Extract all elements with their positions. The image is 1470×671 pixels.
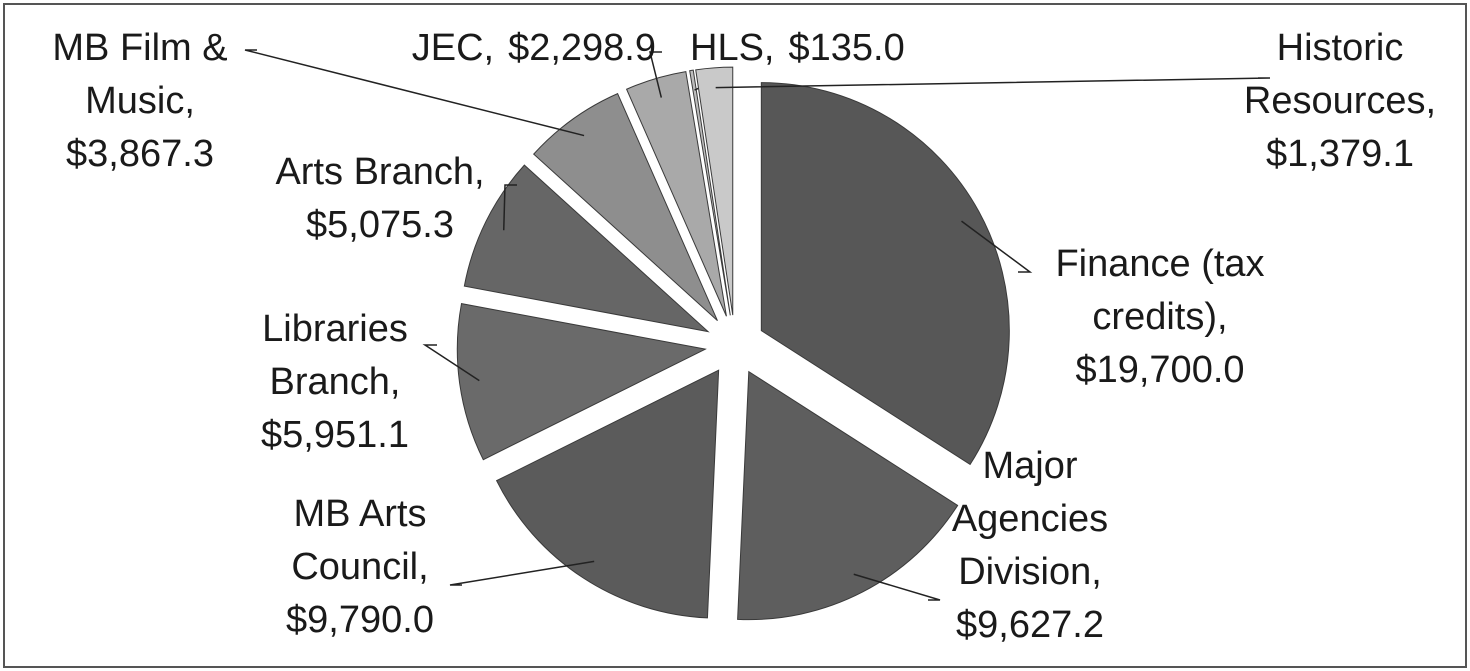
value-label: $5,075.3 bbox=[306, 204, 454, 246]
pie-slice bbox=[760, 82, 1010, 466]
leader-line bbox=[502, 184, 517, 231]
pie-slice bbox=[495, 369, 720, 619]
leader-line bbox=[244, 49, 585, 137]
pie-slice bbox=[689, 69, 731, 316]
slice-label: Historic Resources, $1,379.1 bbox=[1220, 22, 1460, 181]
slice-label: Arts Branch, $5,075.3 bbox=[250, 146, 510, 252]
value-label: $3,867.3 bbox=[66, 133, 214, 175]
category-label: JEC, bbox=[411, 27, 495, 69]
category-label: Major Agencies Division, bbox=[951, 445, 1109, 593]
slice-label: MB Arts Council, $9,790.0 bbox=[260, 488, 460, 647]
category-label: Arts Branch, bbox=[275, 151, 485, 193]
value-label: $5,951.1 bbox=[261, 414, 409, 456]
category-label: Historic Resources, bbox=[1243, 27, 1437, 122]
leader-line bbox=[961, 220, 1033, 273]
leader-line bbox=[853, 573, 941, 601]
pie-slice bbox=[532, 92, 718, 322]
value-label: $9,790.0 bbox=[286, 599, 434, 641]
value-label: $1,379.1 bbox=[1266, 133, 1414, 175]
slice-label: JEC, $2,298.9 bbox=[340, 22, 670, 75]
value-label: $9,627.2 bbox=[956, 604, 1104, 646]
slice-label: Libraries Branch, $5,951.1 bbox=[235, 303, 435, 462]
slice-label: MB Film & Music, $3,867.3 bbox=[25, 22, 255, 181]
category-label: Finance (tax credits), bbox=[1055, 243, 1265, 338]
leader-line bbox=[649, 51, 663, 98]
pie-slice bbox=[625, 71, 727, 317]
slice-label: HLS, $135.0 bbox=[690, 22, 1020, 75]
chart-border bbox=[3, 3, 1467, 668]
pie-slice bbox=[456, 302, 707, 461]
slice-label: Finance (tax credits), $19,700.0 bbox=[1020, 238, 1300, 397]
leader-line bbox=[449, 560, 595, 586]
value-label: $2,298.9 bbox=[508, 27, 656, 69]
pie-slice bbox=[695, 66, 734, 316]
value-label: $135.0 bbox=[788, 27, 905, 69]
pie-slice bbox=[737, 370, 959, 621]
pie-slice bbox=[463, 164, 710, 333]
category-label: Libraries Branch, bbox=[262, 308, 408, 403]
category-label: MB Arts Council, bbox=[291, 493, 429, 588]
leader-line bbox=[422, 344, 480, 382]
category-label: HLS, bbox=[690, 27, 775, 69]
leader-line bbox=[715, 77, 1271, 89]
category-label: MB Film & Music, bbox=[52, 27, 228, 122]
slice-label: Major Agencies Division, $9,627.2 bbox=[930, 440, 1130, 652]
value-label: $19,700.0 bbox=[1075, 349, 1245, 391]
